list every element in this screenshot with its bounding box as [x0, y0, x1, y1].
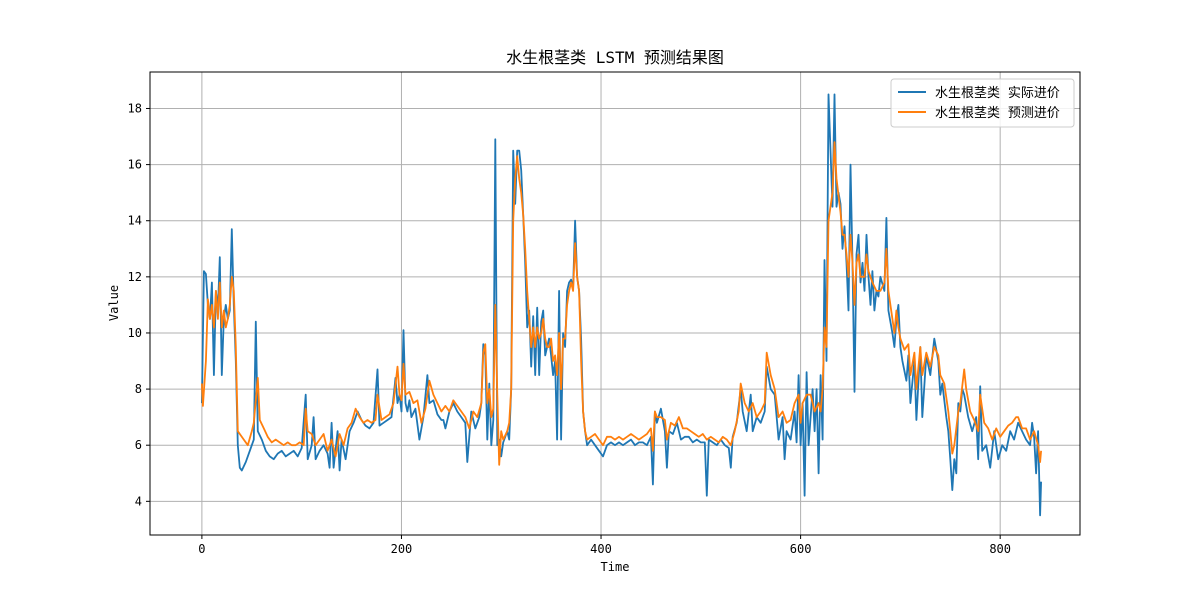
series-predicted-line — [201, 141, 1042, 466]
legend: 水生根茎类 实际进价 水生根茎类 预测进价 — [890, 78, 1075, 128]
chart-title: 水生根茎类 LSTM 预测结果图 — [506, 48, 724, 67]
axis-ticks: 0 200 400 600 800 4 6 8 10 12 14 16 18 — [128, 101, 1011, 556]
y-tick-label: 8 — [135, 382, 142, 396]
series-actual-line — [201, 93, 1042, 517]
y-tick-label: 18 — [128, 101, 142, 115]
x-tick-label: 200 — [391, 542, 413, 556]
y-tick-label: 16 — [128, 158, 142, 172]
y-tick-label: 10 — [128, 326, 142, 340]
y-tick-label: 12 — [128, 270, 142, 284]
legend-label-actual: 水生根茎类 实际进价 — [935, 86, 1060, 101]
x-axis-label: Time — [601, 560, 630, 574]
y-tick-label: 6 — [135, 438, 142, 452]
x-tick-label: 800 — [989, 542, 1011, 556]
legend-box — [890, 78, 1075, 128]
y-axis-label: Value — [107, 285, 121, 321]
plot-frame — [149, 71, 1081, 536]
grid — [150, 72, 1080, 535]
series-layer — [201, 93, 1042, 517]
y-tick-label: 4 — [135, 494, 142, 508]
x-tick-label: 0 — [198, 542, 205, 556]
x-tick-label: 400 — [590, 542, 612, 556]
y-tick-label: 14 — [128, 214, 142, 228]
x-tick-label: 600 — [790, 542, 812, 556]
legend-label-predicted: 水生根茎类 预测进价 — [935, 106, 1060, 121]
